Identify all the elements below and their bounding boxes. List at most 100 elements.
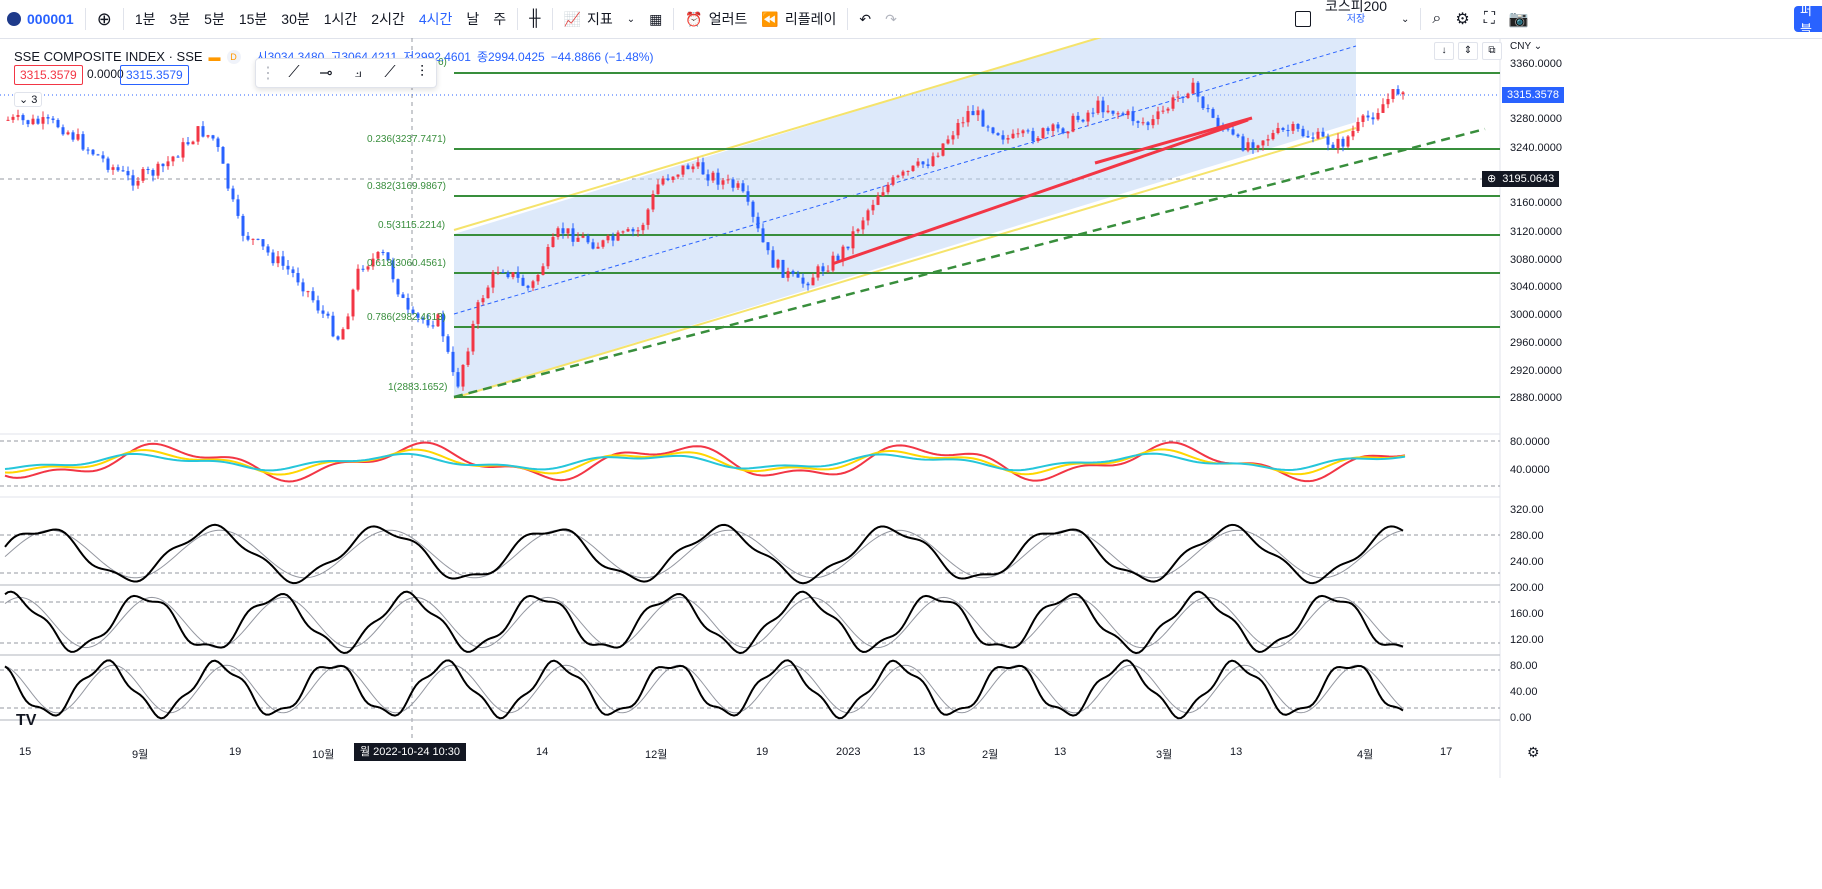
candle-body bbox=[821, 266, 825, 272]
interval-1m[interactable]: 1분 bbox=[134, 11, 156, 27]
replay-button[interactable]: ⏪ 리플레이 bbox=[754, 0, 843, 38]
candle-body bbox=[646, 209, 650, 225]
indicators-button[interactable]: 📈 지표 ⌄ bbox=[557, 0, 643, 38]
candle-body bbox=[411, 309, 415, 314]
interval-1h[interactable]: 1시간 bbox=[323, 11, 358, 27]
candle-body bbox=[1236, 134, 1240, 137]
price-chart[interactable] bbox=[0, 38, 1822, 778]
candle-body bbox=[121, 170, 125, 172]
candle-body bbox=[1266, 139, 1270, 141]
top-toolbar: 000001 ⊕ 1분 3분 5분 15분 30분 1시간 2시간 4시간 날 … bbox=[0, 0, 1822, 39]
price-tick: 2880.0000 bbox=[1510, 392, 1562, 404]
time-axis[interactable]: 15 9월 19 10월 14 12월 19 2023 13 2월 13 3월 … bbox=[0, 740, 1500, 764]
settings-button[interactable]: ⚙ bbox=[1448, 0, 1476, 38]
snapshot-button[interactable]: 📷 bbox=[1502, 0, 1536, 38]
candle-body bbox=[1111, 110, 1115, 114]
legend-title[interactable]: SSE COMPOSITE INDEX · SSE bbox=[14, 49, 203, 64]
candle-body bbox=[661, 178, 665, 185]
symbol-label: 000001 bbox=[27, 11, 74, 27]
compare-button[interactable]: ⊕ bbox=[90, 0, 119, 38]
search-icon: ⌕ bbox=[1432, 10, 1442, 27]
candle-body bbox=[971, 111, 975, 116]
price-tick: 3040.0000 bbox=[1510, 281, 1562, 293]
candle-body bbox=[681, 165, 685, 175]
candle-body bbox=[1041, 128, 1045, 139]
candle-body bbox=[501, 272, 505, 274]
alert-button[interactable]: ⏰ 얼러트 bbox=[678, 0, 754, 38]
candle-body bbox=[1291, 124, 1295, 131]
publish-button[interactable]: 퍼블 bbox=[1794, 3, 1822, 37]
drag-handle-icon[interactable]: ⋮ bbox=[260, 65, 276, 82]
divider bbox=[1420, 8, 1422, 30]
candle-body bbox=[231, 188, 235, 200]
candle-body bbox=[806, 283, 810, 286]
trend-line-icon[interactable]: ⟋ bbox=[288, 64, 300, 81]
indicators-collapse[interactable]: ⌄ 3 bbox=[14, 92, 43, 107]
candle-body bbox=[546, 247, 550, 267]
candle-body bbox=[186, 142, 190, 145]
tradingview-logo[interactable]: TV bbox=[16, 712, 37, 729]
layout-toggle[interactable] bbox=[1288, 0, 1318, 38]
trend-line bbox=[1094, 116, 1253, 165]
interval-15m[interactable]: 15분 bbox=[238, 11, 268, 27]
flag-icon[interactable]: ▬ bbox=[208, 49, 221, 64]
vertical-line-icon[interactable]: ⫶ bbox=[419, 64, 424, 81]
interval-4h[interactable]: 4시간 bbox=[418, 11, 453, 27]
candle-body bbox=[346, 316, 350, 330]
osc2-tick: 240.00 bbox=[1510, 556, 1544, 568]
move-down-icon[interactable]: ↓ bbox=[1434, 42, 1454, 60]
chart-type-button[interactable]: ╫ bbox=[522, 0, 547, 38]
candle-body bbox=[1281, 128, 1285, 131]
interval-5m[interactable]: 5분 bbox=[204, 11, 225, 27]
fullscreen-button[interactable]: ⛶ bbox=[1477, 0, 1502, 38]
candle-body bbox=[551, 237, 555, 248]
horizontal-ray-icon[interactable]: ⊸ bbox=[319, 65, 333, 82]
plus-circle-icon[interactable]: ⊕ bbox=[1487, 173, 1497, 185]
maximize-icon[interactable]: ⧉ bbox=[1482, 42, 1502, 60]
ray-icon[interactable]: ⟋ bbox=[384, 64, 396, 81]
path-icon[interactable]: ⟓ bbox=[354, 64, 362, 81]
axis-settings-icon[interactable]: ⚙ bbox=[1527, 744, 1540, 760]
symbol-search[interactable]: 000001 bbox=[0, 0, 81, 38]
candle-body bbox=[706, 174, 710, 181]
candle-body bbox=[741, 183, 745, 192]
candle-body bbox=[1366, 115, 1370, 118]
candle-body bbox=[1036, 138, 1040, 142]
candle-body bbox=[1371, 117, 1375, 120]
candle-body bbox=[686, 165, 690, 170]
candle-body bbox=[446, 336, 450, 352]
interval-day[interactable]: 날 bbox=[466, 11, 480, 27]
undo-button[interactable]: ↶ bbox=[852, 0, 878, 38]
candle-body bbox=[1311, 137, 1315, 139]
layout-menu[interactable]: ⌄ bbox=[1394, 0, 1416, 38]
interval-week[interactable]: 주 bbox=[493, 11, 507, 27]
price-tick: 3120.0000 bbox=[1510, 226, 1562, 238]
layout-name[interactable]: 코스피200 저장 bbox=[1318, 0, 1394, 38]
candle-body bbox=[1171, 97, 1175, 109]
candle-body bbox=[16, 115, 20, 117]
search-button[interactable]: ⌕ bbox=[1425, 0, 1448, 38]
collapse-icon[interactable]: ⇕ bbox=[1458, 42, 1478, 60]
currency-label[interactable]: CNY ⌄ bbox=[1510, 41, 1543, 52]
candle-body bbox=[271, 252, 275, 264]
osc2-tick: 120.00 bbox=[1510, 634, 1544, 646]
ask-price[interactable]: 3315.3579 bbox=[120, 65, 189, 85]
price-tick: 3360.0000 bbox=[1510, 58, 1562, 70]
symbol-icon bbox=[7, 12, 21, 26]
candle-body bbox=[916, 161, 920, 166]
price-tick: 3160.0000 bbox=[1510, 197, 1562, 209]
candle-body bbox=[106, 158, 110, 170]
candle-body bbox=[1031, 131, 1035, 142]
redo-button[interactable]: ↷ bbox=[878, 0, 904, 38]
interval-3m[interactable]: 3분 bbox=[169, 11, 191, 27]
candle-body bbox=[126, 171, 130, 176]
bid-price[interactable]: 3315.3579 bbox=[14, 65, 83, 85]
interval-30m[interactable]: 30분 bbox=[281, 11, 310, 27]
crosshair-time-label: 월 2022-10-24 10:30 bbox=[354, 743, 467, 761]
interval-2h[interactable]: 2시간 bbox=[371, 11, 405, 27]
templates-button[interactable]: ▦ bbox=[642, 0, 669, 38]
time-tick: 13 bbox=[1054, 746, 1067, 758]
candle-body bbox=[976, 110, 980, 116]
candle-body bbox=[341, 329, 345, 340]
candle-body bbox=[401, 294, 405, 298]
